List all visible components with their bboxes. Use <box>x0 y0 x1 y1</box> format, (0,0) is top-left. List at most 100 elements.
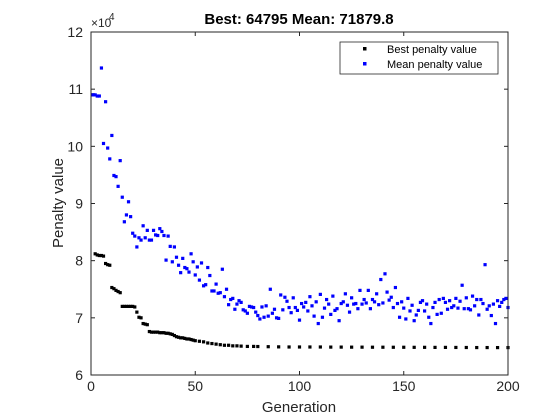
mean-point <box>387 298 391 302</box>
mean-point <box>368 307 372 311</box>
mean-point <box>110 133 114 138</box>
mean-point <box>452 304 456 308</box>
best-point <box>231 344 235 348</box>
mean-point <box>487 304 491 308</box>
legend-marker-mean <box>363 62 367 66</box>
mean-point <box>339 301 343 306</box>
best-point <box>179 336 183 340</box>
mean-point <box>435 312 439 316</box>
best-point <box>464 345 468 350</box>
mean-point <box>458 299 462 303</box>
mean-point <box>256 313 260 318</box>
mean-point <box>406 296 410 300</box>
series-layer <box>91 66 510 350</box>
mean-point <box>281 308 285 312</box>
mean-point <box>297 318 302 322</box>
mean-point <box>216 291 220 295</box>
mean-point <box>93 93 97 97</box>
mean-point <box>389 295 393 299</box>
best-point <box>172 333 176 338</box>
mean-series <box>91 66 510 326</box>
mean-point <box>468 308 473 312</box>
mean-point <box>358 288 362 292</box>
mean-point <box>156 233 160 238</box>
best-point <box>147 329 151 334</box>
mean-point <box>395 301 400 306</box>
mean-point <box>241 308 245 312</box>
best-point <box>475 345 479 350</box>
best-point <box>329 345 333 349</box>
best-point <box>391 345 395 349</box>
mean-point <box>475 297 479 302</box>
mean-point <box>243 309 247 313</box>
mean-point <box>277 316 281 320</box>
mean-point <box>377 303 381 307</box>
y-axis-multiplier-exponent: 4 <box>109 12 115 23</box>
legend: Best penalty value Mean penalty value <box>339 41 499 75</box>
mean-point <box>372 300 377 304</box>
best-point <box>122 304 126 308</box>
best-point <box>110 285 114 290</box>
mean-point <box>420 299 425 303</box>
mean-point <box>222 295 227 299</box>
best-point <box>151 330 156 334</box>
mean-point <box>456 306 460 310</box>
mean-point <box>345 303 350 307</box>
mean-point <box>258 317 262 321</box>
best-point <box>126 304 131 308</box>
x-tick-label: 150 <box>392 378 416 394</box>
best-point <box>189 337 193 342</box>
mean-point <box>479 297 483 302</box>
mean-point <box>212 289 216 293</box>
mean-point <box>220 267 224 271</box>
mean-point <box>350 296 354 300</box>
mean-point <box>147 238 151 242</box>
best-point <box>256 344 260 349</box>
best-point <box>170 332 174 337</box>
mean-point <box>170 260 174 264</box>
x-tick-label: 0 <box>87 378 95 394</box>
best-point <box>133 305 137 309</box>
mean-point <box>402 306 406 310</box>
best-point <box>124 304 129 308</box>
mean-point <box>347 310 352 314</box>
best-point <box>143 322 147 326</box>
best-point <box>187 337 191 341</box>
y-axis-label: Penalty value <box>50 158 67 248</box>
mean-point <box>327 302 331 306</box>
mean-point <box>416 308 420 312</box>
mean-point <box>381 301 385 305</box>
mean-point <box>214 282 218 286</box>
best-point <box>156 330 160 334</box>
y-tick-label: 11 <box>68 81 83 97</box>
mean-point <box>245 311 249 315</box>
mean-point <box>260 305 264 309</box>
mean-point <box>149 238 154 242</box>
best-point <box>433 345 437 349</box>
mean-point <box>356 307 360 311</box>
mean-point <box>193 273 197 277</box>
mean-point <box>425 302 429 306</box>
mean-point <box>95 94 99 98</box>
best-point <box>423 345 427 349</box>
mean-point <box>210 289 214 293</box>
mean-point <box>239 300 243 304</box>
best-point <box>99 253 104 258</box>
best-point <box>168 332 172 336</box>
mean-point <box>195 265 199 269</box>
plot-area-background <box>91 32 508 375</box>
mean-point <box>423 309 427 313</box>
mean-point <box>143 236 147 240</box>
best-point <box>287 345 291 349</box>
best-point <box>137 315 141 319</box>
mean-point <box>237 299 241 303</box>
mean-point <box>287 305 291 310</box>
mean-point <box>106 146 110 150</box>
best-point <box>197 339 202 343</box>
mean-point <box>254 310 258 314</box>
mean-point <box>379 277 383 282</box>
mean-point <box>293 305 297 310</box>
mean-point <box>418 300 423 304</box>
mean-point <box>427 315 431 319</box>
